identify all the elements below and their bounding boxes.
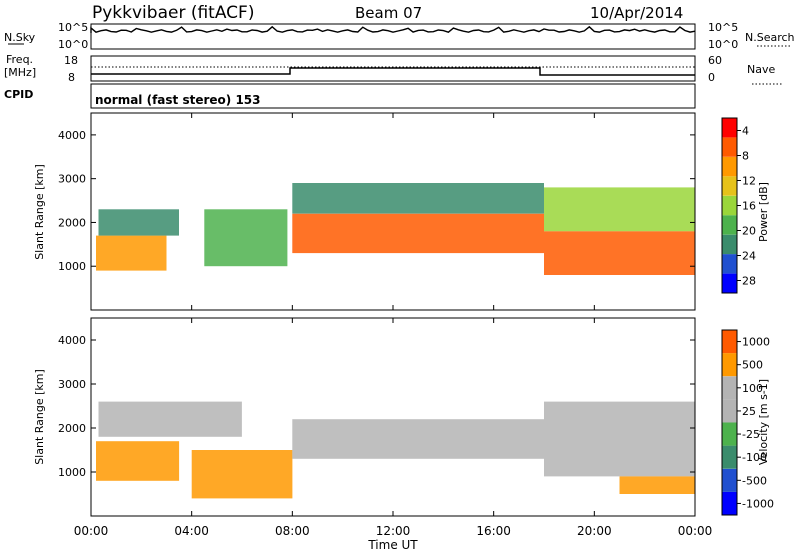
- freq-left-label-1: Freq.: [6, 53, 33, 66]
- colorbar-tick-label: 16: [742, 200, 756, 213]
- velocity-colorbar-label: Velocity [m s-1]: [757, 379, 770, 465]
- x-tick-label: 08:00: [275, 524, 310, 538]
- x-tick-label: 20:00: [577, 524, 612, 538]
- colorbar-tick-label: 25: [742, 405, 756, 418]
- colorbar-tick-label: 28: [742, 275, 756, 288]
- echo-band: [544, 401, 695, 477]
- y-tick-label: 4000: [58, 334, 86, 347]
- date-label: 10/Apr/2014: [590, 4, 683, 22]
- colorbar-swatch: [722, 254, 737, 274]
- colorbar-tick-label: 4: [742, 125, 749, 138]
- colorbar-swatch: [722, 137, 737, 157]
- y-tick-label: 3000: [58, 173, 86, 186]
- colorbar-tick-label: 8: [742, 150, 749, 163]
- echo-band: [204, 209, 288, 267]
- colorbar-swatch: [722, 353, 737, 377]
- beam-label: Beam 07: [355, 4, 422, 22]
- freq-left-tick-top: 18: [64, 54, 78, 67]
- colorbar-swatch: [722, 445, 737, 469]
- echo-band: [96, 441, 180, 481]
- y-tick-label: 1000: [58, 260, 86, 273]
- cpid-label: CPID: [4, 88, 33, 101]
- x-axis-label: Time UT: [367, 538, 418, 552]
- colorbar-swatch: [722, 176, 737, 196]
- noise-right-tick-top: 10^5: [708, 21, 738, 34]
- echo-band: [96, 235, 167, 271]
- noise-left-tick-bottom: 10^0: [58, 38, 88, 51]
- cpid-panel-frame: [90, 83, 696, 109]
- power-colorbar-label: Power [dB]: [757, 182, 770, 242]
- velocity-colorbar: 1000 500 100 25 -25 -100 -500 -1000: [721, 329, 774, 516]
- echo-band: [544, 187, 695, 232]
- freq-left-label-2: [MHz]: [4, 66, 36, 79]
- freq-right-label: Nave: [747, 63, 775, 76]
- colorbar-frame: [721, 329, 738, 516]
- freq-right-tick-top: 60: [708, 54, 722, 67]
- echo-band: [292, 213, 544, 254]
- colorbar-swatch: [722, 156, 737, 177]
- colorbar-swatch: [722, 118, 737, 138]
- echo-band: [544, 231, 695, 275]
- colorbar-swatch: [722, 215, 737, 235]
- velocity-heatmap: 1000 2000 3000 4000 Slant Range [km]: [33, 317, 696, 517]
- y-tick-label: 1000: [58, 466, 86, 479]
- colorbar-swatch: [722, 491, 737, 515]
- freq-panel-frame: [90, 55, 696, 82]
- y-tick-label: 2000: [58, 422, 86, 435]
- noise-sky-line: [90, 25, 696, 33]
- echo-band: [292, 419, 544, 459]
- noise-left-label: N.Sky: [4, 31, 36, 44]
- velocity-ylabel: Slant Range [km]: [33, 369, 46, 465]
- x-tick-label: 16:00: [476, 524, 511, 538]
- colorbar-swatch: [722, 273, 737, 293]
- noise-left-tick-top: 10^5: [58, 21, 88, 34]
- x-tick-label: 00:00: [678, 524, 713, 538]
- y-tick-label: 2000: [58, 216, 86, 229]
- noise-right-label: N.Search: [745, 31, 795, 44]
- colorbar-tick-label: 20: [742, 225, 756, 238]
- colorbar-tick-label: -1000: [742, 497, 774, 510]
- colorbar-swatch: [722, 195, 737, 216]
- colorbar-swatch: [722, 422, 737, 446]
- colorbar-swatch: [722, 468, 737, 492]
- echo-band: [619, 476, 695, 494]
- colorbar-tick-label: 12: [742, 175, 756, 188]
- y-tick-label: 3000: [58, 378, 86, 391]
- colorbar-tick-label: 24: [742, 250, 756, 263]
- echo-band: [98, 401, 242, 437]
- noise-right-tick-bottom: 10^0: [708, 38, 738, 51]
- colorbar-tick-label: 500: [742, 359, 763, 372]
- noise-panel-frame: [90, 23, 696, 50]
- x-tick-label: 00:00: [74, 524, 109, 538]
- x-axis: 00:00 04:00 08:00 12:00 16:00 20:00 00:00: [74, 113, 713, 538]
- colorbar-swatch: [722, 234, 737, 255]
- power-heatmap: 1000 2000 3000 4000 Slant Range [km]: [33, 112, 696, 311]
- x-tick-label: 04:00: [174, 524, 209, 538]
- x-tick-label: 12:00: [376, 524, 411, 538]
- colorbar-tick-label: -100: [742, 451, 767, 464]
- colorbar-swatch: [722, 399, 737, 423]
- freq-left-tick-bottom: 8: [68, 71, 75, 84]
- power-colorbar: 4 8 12 16 20 24 28: [721, 117, 756, 294]
- colorbar-tick-label: -25: [742, 428, 760, 441]
- power-ylabel: Slant Range [km]: [33, 164, 46, 260]
- cpid-text: normal (fast stereo) 153: [95, 93, 261, 107]
- echo-band: [292, 183, 544, 214]
- echo-band: [191, 450, 293, 499]
- colorbar-tick-label: 1000: [742, 336, 770, 349]
- colorbar-swatch: [722, 330, 737, 354]
- freq-line: [91, 67, 695, 76]
- colorbar-tick-label: 100: [742, 382, 763, 395]
- y-tick-label: 4000: [58, 129, 86, 142]
- colorbar-tick-label: -500: [742, 474, 767, 487]
- freq-right-tick-bottom: 0: [708, 71, 715, 84]
- station-title: Pykkvibaer (fitACF): [92, 3, 254, 23]
- echo-band: [98, 209, 179, 236]
- colorbar-swatch: [722, 376, 737, 400]
